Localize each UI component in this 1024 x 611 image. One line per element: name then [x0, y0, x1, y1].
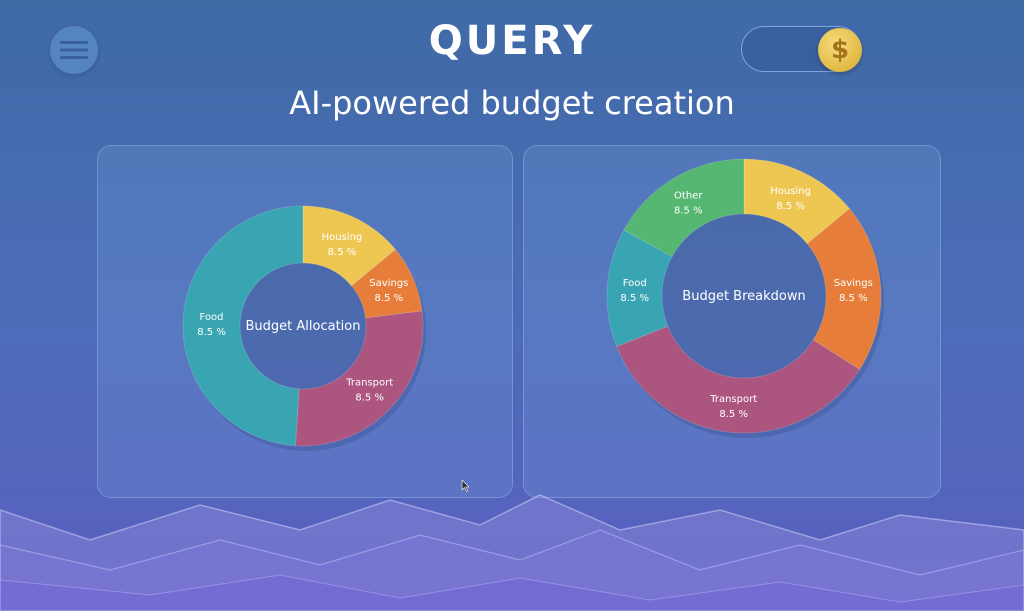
dollar-coin-icon: $ [818, 28, 862, 72]
currency-toggle[interactable]: $ [741, 26, 862, 72]
donut-slice-transport[interactable] [615, 325, 861, 434]
slice-label: Food [200, 312, 224, 323]
slice-label: Savings [369, 278, 408, 289]
donut-chart-right: Housing 8.5 % Savings 8.5 % Transport 8.5 % Fo… [606, 158, 884, 438]
slice-label: Transport [345, 378, 393, 389]
donut-slice-housing[interactable] [302, 205, 397, 287]
slice-label: Housing [770, 186, 811, 197]
slice-value: 8.5 % [620, 293, 649, 304]
mouse-cursor-icon [461, 480, 469, 492]
slice-value: 8.5 % [355, 393, 384, 404]
donut-center-label: Budget Allocation [246, 319, 361, 334]
slice-label: Food [623, 278, 647, 289]
chart-panel-left: Housing 8.5 % Savings 8.5 % Transport 8.5 % Fo… [97, 145, 513, 498]
slice-value: 8.5 % [328, 247, 357, 258]
donut-slice-food[interactable] [606, 229, 673, 348]
slice-label: Housing [322, 232, 363, 243]
page-subtitle: AI-powered budget creation [289, 84, 735, 122]
chart-panel-right: Housing 8.5 % Savings 8.5 % Transport 8.5 % Fo… [523, 145, 941, 498]
slice-label: Savings [834, 278, 873, 289]
donut-chart-left: Housing 8.5 % Savings 8.5 % Transport 8.5 % Fo… [182, 205, 426, 451]
donut-slice-housing[interactable] [743, 158, 851, 245]
slice-value: 8.5 % [197, 327, 226, 338]
slice-value: 8.5 % [674, 206, 703, 217]
donut-slice-transport[interactable] [294, 310, 424, 447]
donut-slice-food[interactable] [182, 205, 304, 447]
slice-value: 8.5 % [776, 201, 805, 212]
slice-label: Transport [709, 394, 757, 405]
hamburger-menu-icon [60, 41, 88, 59]
donut-slice-savings[interactable] [806, 207, 882, 371]
app-title: QUERY [428, 18, 596, 64]
donut-center-label: Budget Breakdown [682, 289, 805, 304]
slice-label: Other [674, 191, 703, 202]
donut-slice-other[interactable] [623, 158, 745, 258]
slice-value: 8.5 % [375, 293, 404, 304]
menu-button[interactable] [50, 26, 98, 74]
slice-value: 8.5 % [719, 409, 748, 420]
decorative-waves [0, 494, 1024, 611]
slice-value: 8.5 % [839, 293, 868, 304]
